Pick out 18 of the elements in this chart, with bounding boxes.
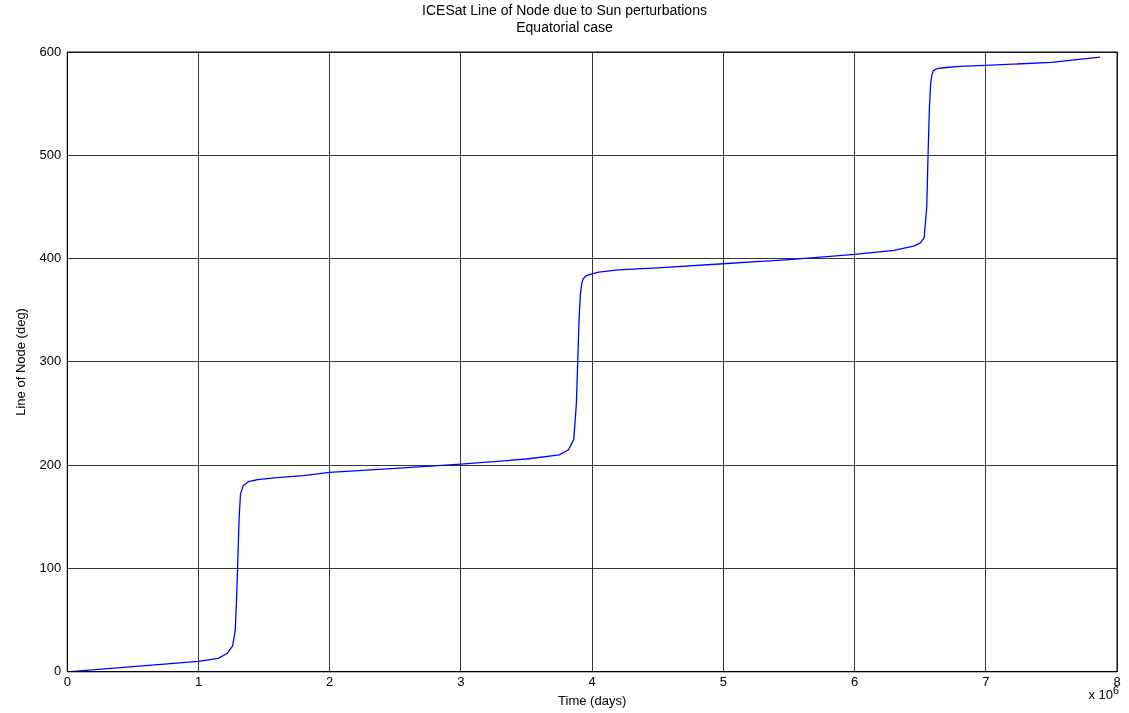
chart-title: ICESat Line of Node due to Sun perturbations bbox=[421, 2, 708, 19]
y-tick-label: 500 bbox=[39, 146, 62, 162]
y-tick-label: 200 bbox=[39, 456, 62, 472]
x-tick-label: 5 bbox=[719, 674, 727, 690]
y-tick-label: 400 bbox=[39, 250, 62, 266]
y-tick-label: 600 bbox=[39, 43, 62, 59]
x-tick-label: 4 bbox=[588, 674, 596, 690]
x-tick-label: 2 bbox=[326, 674, 334, 690]
y-tick-label: 300 bbox=[39, 353, 62, 369]
chart-subtitle: Equatorial case bbox=[515, 19, 614, 36]
y-axis-title: Line of Node (deg) bbox=[13, 308, 29, 416]
y-tick-label: 0 bbox=[54, 663, 62, 679]
x-tick-label: 6 bbox=[850, 674, 859, 690]
x-tick-label: 3 bbox=[457, 674, 465, 690]
y-tick-label: 100 bbox=[39, 560, 62, 576]
x-tick-label: 1 bbox=[194, 674, 203, 690]
x-tick-label: 7 bbox=[982, 674, 990, 690]
x-axis-title: Time (days) bbox=[558, 692, 627, 708]
